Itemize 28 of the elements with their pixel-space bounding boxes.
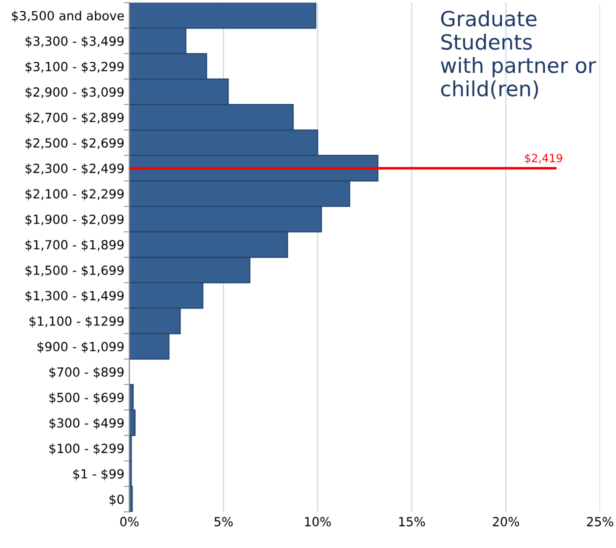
y-tick-label: $3,300 - $3,499	[26, 36, 124, 48]
y-tick-label: $1,100 - $1299	[30, 316, 124, 328]
y-tick-label: $2,700 - $2,899	[26, 112, 124, 124]
x-tick-label: 10%	[305, 516, 331, 526]
y-tick-label: $1,500 - $1,699	[26, 265, 124, 277]
annotation: Graduate Students with partner or child(ren)	[440, 10, 596, 99]
y-tick-label: $100 - $299	[49, 443, 124, 455]
y-tick-label: $2,300 - $2,499	[26, 163, 124, 175]
y-tick-label: $500 - $699	[49, 392, 124, 404]
y-tick-label: $700 - $899	[49, 367, 124, 378]
y-tick-label: $1,300 - $1,499	[26, 290, 124, 302]
y-tick-label: $300 - $499	[49, 418, 124, 430]
y-tick-label: $900 - $1,099	[38, 342, 124, 353]
y-tick-label: $1 - $99	[73, 468, 124, 480]
x-tick-label: 15%	[399, 516, 425, 526]
x-tick-label: 0%	[120, 516, 139, 526]
y-tick-label: $3,500 and above	[12, 10, 124, 22]
y-tick-label: $2,100 - $2,299	[26, 188, 124, 200]
x-tick-label: 25%	[587, 516, 614, 526]
x-tick-label: 20%	[492, 516, 520, 526]
y-tick-label: $2,900 - $3,099	[26, 87, 124, 98]
ref-line-label: $2,419	[524, 154, 562, 164]
y-tick-label: $3,100 - $3,299	[26, 62, 124, 73]
y-tick-label: $0	[110, 494, 124, 506]
y-tick-label: $2,500 - $2,699	[26, 138, 124, 150]
y-tick-label: $1,700 - $1,899	[26, 240, 124, 252]
y-tick-label: $1,900 - $2,099	[26, 214, 124, 226]
x-tick-label: 5%	[214, 516, 233, 526]
